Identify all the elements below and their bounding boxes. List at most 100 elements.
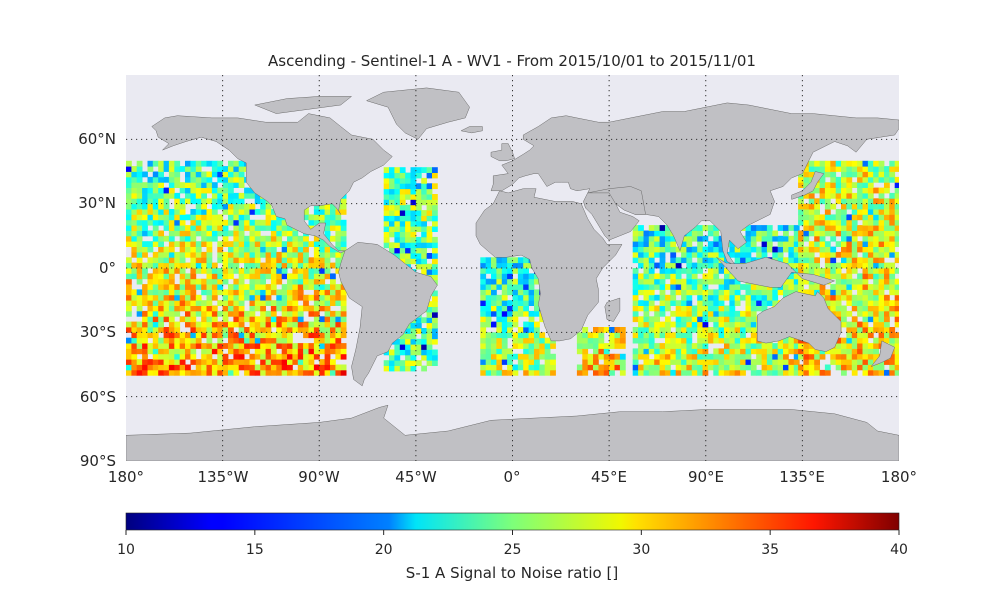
snr-cell xyxy=(766,359,773,365)
snr-cell xyxy=(793,251,800,258)
snr-cell xyxy=(643,278,650,285)
snr-cell xyxy=(217,364,224,371)
snr-cell xyxy=(857,257,863,264)
snr-cell xyxy=(195,300,202,306)
snr-cell xyxy=(835,343,842,349)
snr-cell xyxy=(421,167,427,173)
snr-cell xyxy=(410,258,417,265)
snr-cell xyxy=(878,225,885,231)
snr-cell xyxy=(319,300,326,306)
snr-cell xyxy=(654,305,660,312)
snr-cell xyxy=(654,235,660,242)
snr-cell xyxy=(190,182,197,188)
snr-cell xyxy=(399,349,406,356)
snr-cell xyxy=(131,246,138,253)
snr-cell xyxy=(201,171,207,178)
snr-cell xyxy=(222,257,229,264)
snr-cell xyxy=(324,214,331,221)
snr-cell xyxy=(168,219,175,226)
snr-cell xyxy=(889,278,896,285)
snr-cell xyxy=(686,294,693,301)
snr-cell xyxy=(249,230,256,237)
snr-cell xyxy=(244,310,250,317)
snr-cell xyxy=(724,369,730,376)
snr-cell xyxy=(152,310,159,317)
snr-cell xyxy=(179,316,186,323)
snr-cell xyxy=(718,369,725,376)
snr-cell xyxy=(185,251,191,258)
snr-cell xyxy=(313,246,320,253)
snr-cell xyxy=(168,278,175,285)
snr-cell xyxy=(340,209,347,215)
snr-cell xyxy=(206,278,213,285)
snr-cell xyxy=(276,343,283,349)
snr-cell xyxy=(217,171,224,178)
snr-cell xyxy=(399,231,406,238)
snr-cell xyxy=(410,183,417,190)
snr-cell xyxy=(292,348,299,355)
snr-cell xyxy=(534,289,540,296)
snr-cell xyxy=(582,348,589,355)
snr-cell xyxy=(867,192,874,199)
snr-cell xyxy=(313,337,320,344)
snr-cell xyxy=(756,289,762,296)
snr-cell xyxy=(681,289,687,296)
snr-cell xyxy=(659,305,666,312)
snr-cell xyxy=(244,327,250,333)
snr-cell xyxy=(265,327,272,333)
snr-cell xyxy=(740,284,746,290)
snr-cell xyxy=(228,262,234,269)
snr-cell xyxy=(217,300,224,306)
snr-cell xyxy=(638,348,644,355)
snr-cell xyxy=(665,353,671,360)
snr-cell xyxy=(292,278,299,285)
snr-cell xyxy=(287,369,293,376)
snr-cell xyxy=(846,353,853,360)
snr-cell xyxy=(750,225,757,231)
snr-cell xyxy=(244,192,250,199)
snr-cell xyxy=(702,225,709,231)
snr-cell xyxy=(873,241,879,247)
snr-cell xyxy=(582,343,589,349)
snr-cell xyxy=(654,327,660,333)
snr-cell xyxy=(324,310,331,317)
snr-cell xyxy=(281,284,288,290)
snr-cell xyxy=(659,225,666,231)
snr-cell xyxy=(798,369,804,376)
snr-cell xyxy=(819,289,826,296)
snr-cell xyxy=(147,262,154,269)
snr-cell xyxy=(405,258,411,265)
snr-cell xyxy=(793,262,800,269)
snr-cell xyxy=(675,316,682,323)
snr-cell xyxy=(729,359,736,365)
snr-cell xyxy=(609,327,615,333)
snr-cell xyxy=(862,230,869,237)
snr-cell xyxy=(867,171,874,178)
snr-cell xyxy=(297,327,304,333)
snr-cell xyxy=(707,316,714,323)
snr-cell xyxy=(745,225,752,231)
snr-cell xyxy=(702,310,709,317)
snr-cell xyxy=(265,209,272,215)
snr-cell xyxy=(857,203,863,210)
snr-cell xyxy=(798,230,804,237)
snr-cell xyxy=(244,268,250,274)
snr-cell xyxy=(152,337,159,344)
snr-cell xyxy=(222,251,229,258)
snr-cell xyxy=(878,160,885,167)
snr-cell xyxy=(724,284,730,290)
snr-cell xyxy=(217,337,224,344)
snr-cell xyxy=(798,268,804,274)
snr-cell xyxy=(846,192,853,199)
snr-cell xyxy=(772,353,779,360)
snr-cell xyxy=(228,209,234,215)
snr-cell xyxy=(426,301,433,307)
snr-cell xyxy=(665,369,671,376)
snr-cell xyxy=(195,219,202,226)
snr-cell xyxy=(174,268,181,274)
snr-cell xyxy=(517,327,524,333)
snr-cell xyxy=(158,182,164,188)
snr-cell xyxy=(761,305,768,312)
snr-cell xyxy=(846,327,853,333)
snr-cell xyxy=(614,332,621,339)
